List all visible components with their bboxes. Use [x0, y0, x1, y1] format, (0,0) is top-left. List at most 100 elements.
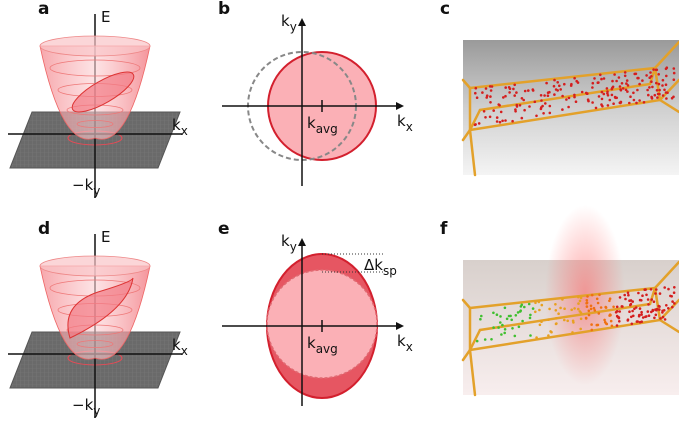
particle: [665, 304, 668, 307]
kx-label: kx: [397, 112, 413, 134]
particle: [663, 89, 666, 92]
particle: [529, 317, 532, 320]
particle: [613, 73, 616, 76]
particle: [592, 82, 595, 85]
particle: [609, 99, 612, 102]
particle: [521, 320, 524, 323]
particle: [549, 105, 552, 108]
particle: [547, 91, 550, 94]
particle: [557, 312, 560, 315]
particle: [648, 86, 651, 89]
particle: [561, 298, 564, 301]
particle: [596, 324, 599, 327]
particle: [612, 86, 615, 89]
label-main: k: [172, 116, 181, 134]
particle: [612, 306, 615, 309]
particle: [553, 85, 556, 88]
label-main: k: [397, 112, 406, 130]
particle: [573, 307, 576, 310]
particle: [647, 94, 650, 97]
particle: [670, 295, 673, 298]
particle: [638, 315, 641, 318]
particle: [519, 310, 522, 313]
particle: [520, 305, 523, 308]
particle: [497, 326, 500, 329]
particle: [489, 95, 492, 98]
particle: [532, 307, 535, 310]
particle: [542, 112, 545, 115]
particle: [512, 88, 515, 91]
particle: [501, 120, 504, 123]
particle: [605, 306, 608, 309]
particle: [658, 308, 661, 311]
particle: [600, 306, 603, 309]
particle: [567, 106, 570, 109]
particle: [521, 117, 524, 120]
particle: [667, 307, 670, 310]
particle: [575, 80, 578, 83]
particle: [612, 102, 615, 105]
particle: [523, 306, 526, 309]
particle: [654, 94, 657, 97]
particle: [616, 324, 619, 327]
particle: [580, 318, 583, 321]
particle: [529, 334, 532, 337]
particle: [553, 79, 556, 82]
particle: [573, 94, 576, 97]
particle: [611, 94, 614, 97]
particle: [501, 324, 504, 327]
particle: [553, 93, 556, 96]
particle: [662, 94, 665, 97]
label-main: −k: [72, 176, 94, 194]
particle: [591, 86, 594, 89]
particle: [605, 322, 608, 325]
particle: [579, 300, 582, 303]
particle: [650, 298, 653, 301]
particle: [538, 309, 541, 312]
particle: [591, 101, 594, 104]
particle: [610, 320, 613, 323]
particle: [499, 321, 502, 324]
particle: [657, 305, 660, 308]
particle: [619, 102, 622, 105]
particle: [654, 292, 657, 295]
label-sub: x: [406, 340, 413, 354]
particle: [590, 308, 593, 311]
particle: [528, 105, 531, 108]
particle: [635, 306, 638, 309]
label-main: k: [172, 336, 181, 354]
ky-label: −ky: [72, 176, 100, 198]
particle: [538, 301, 541, 304]
particle: [511, 327, 514, 330]
particle: [664, 318, 667, 321]
particle: [577, 308, 580, 311]
particle: [653, 317, 656, 320]
particle: [545, 82, 548, 85]
particle: [509, 87, 512, 90]
particle: [600, 103, 603, 106]
particle: [635, 102, 638, 105]
particle: [647, 298, 650, 301]
particle: [528, 303, 531, 306]
particle: [500, 111, 503, 114]
particle: [558, 85, 561, 88]
particle: [648, 314, 651, 317]
particle: [618, 76, 621, 79]
particle: [655, 314, 658, 317]
particle: [601, 91, 604, 94]
particle: [615, 80, 618, 83]
particle: [503, 332, 506, 335]
particle: [532, 89, 535, 92]
panel-label: e: [218, 219, 230, 239]
particle: [628, 102, 631, 105]
particle: [548, 308, 551, 311]
particle: [597, 302, 600, 305]
particle: [540, 106, 543, 109]
particle: [641, 294, 644, 297]
particle: [518, 326, 521, 329]
particle: [624, 298, 627, 301]
energy-label: E: [101, 228, 110, 246]
particle: [636, 77, 639, 80]
particle: [480, 315, 483, 318]
particle: [585, 317, 588, 320]
